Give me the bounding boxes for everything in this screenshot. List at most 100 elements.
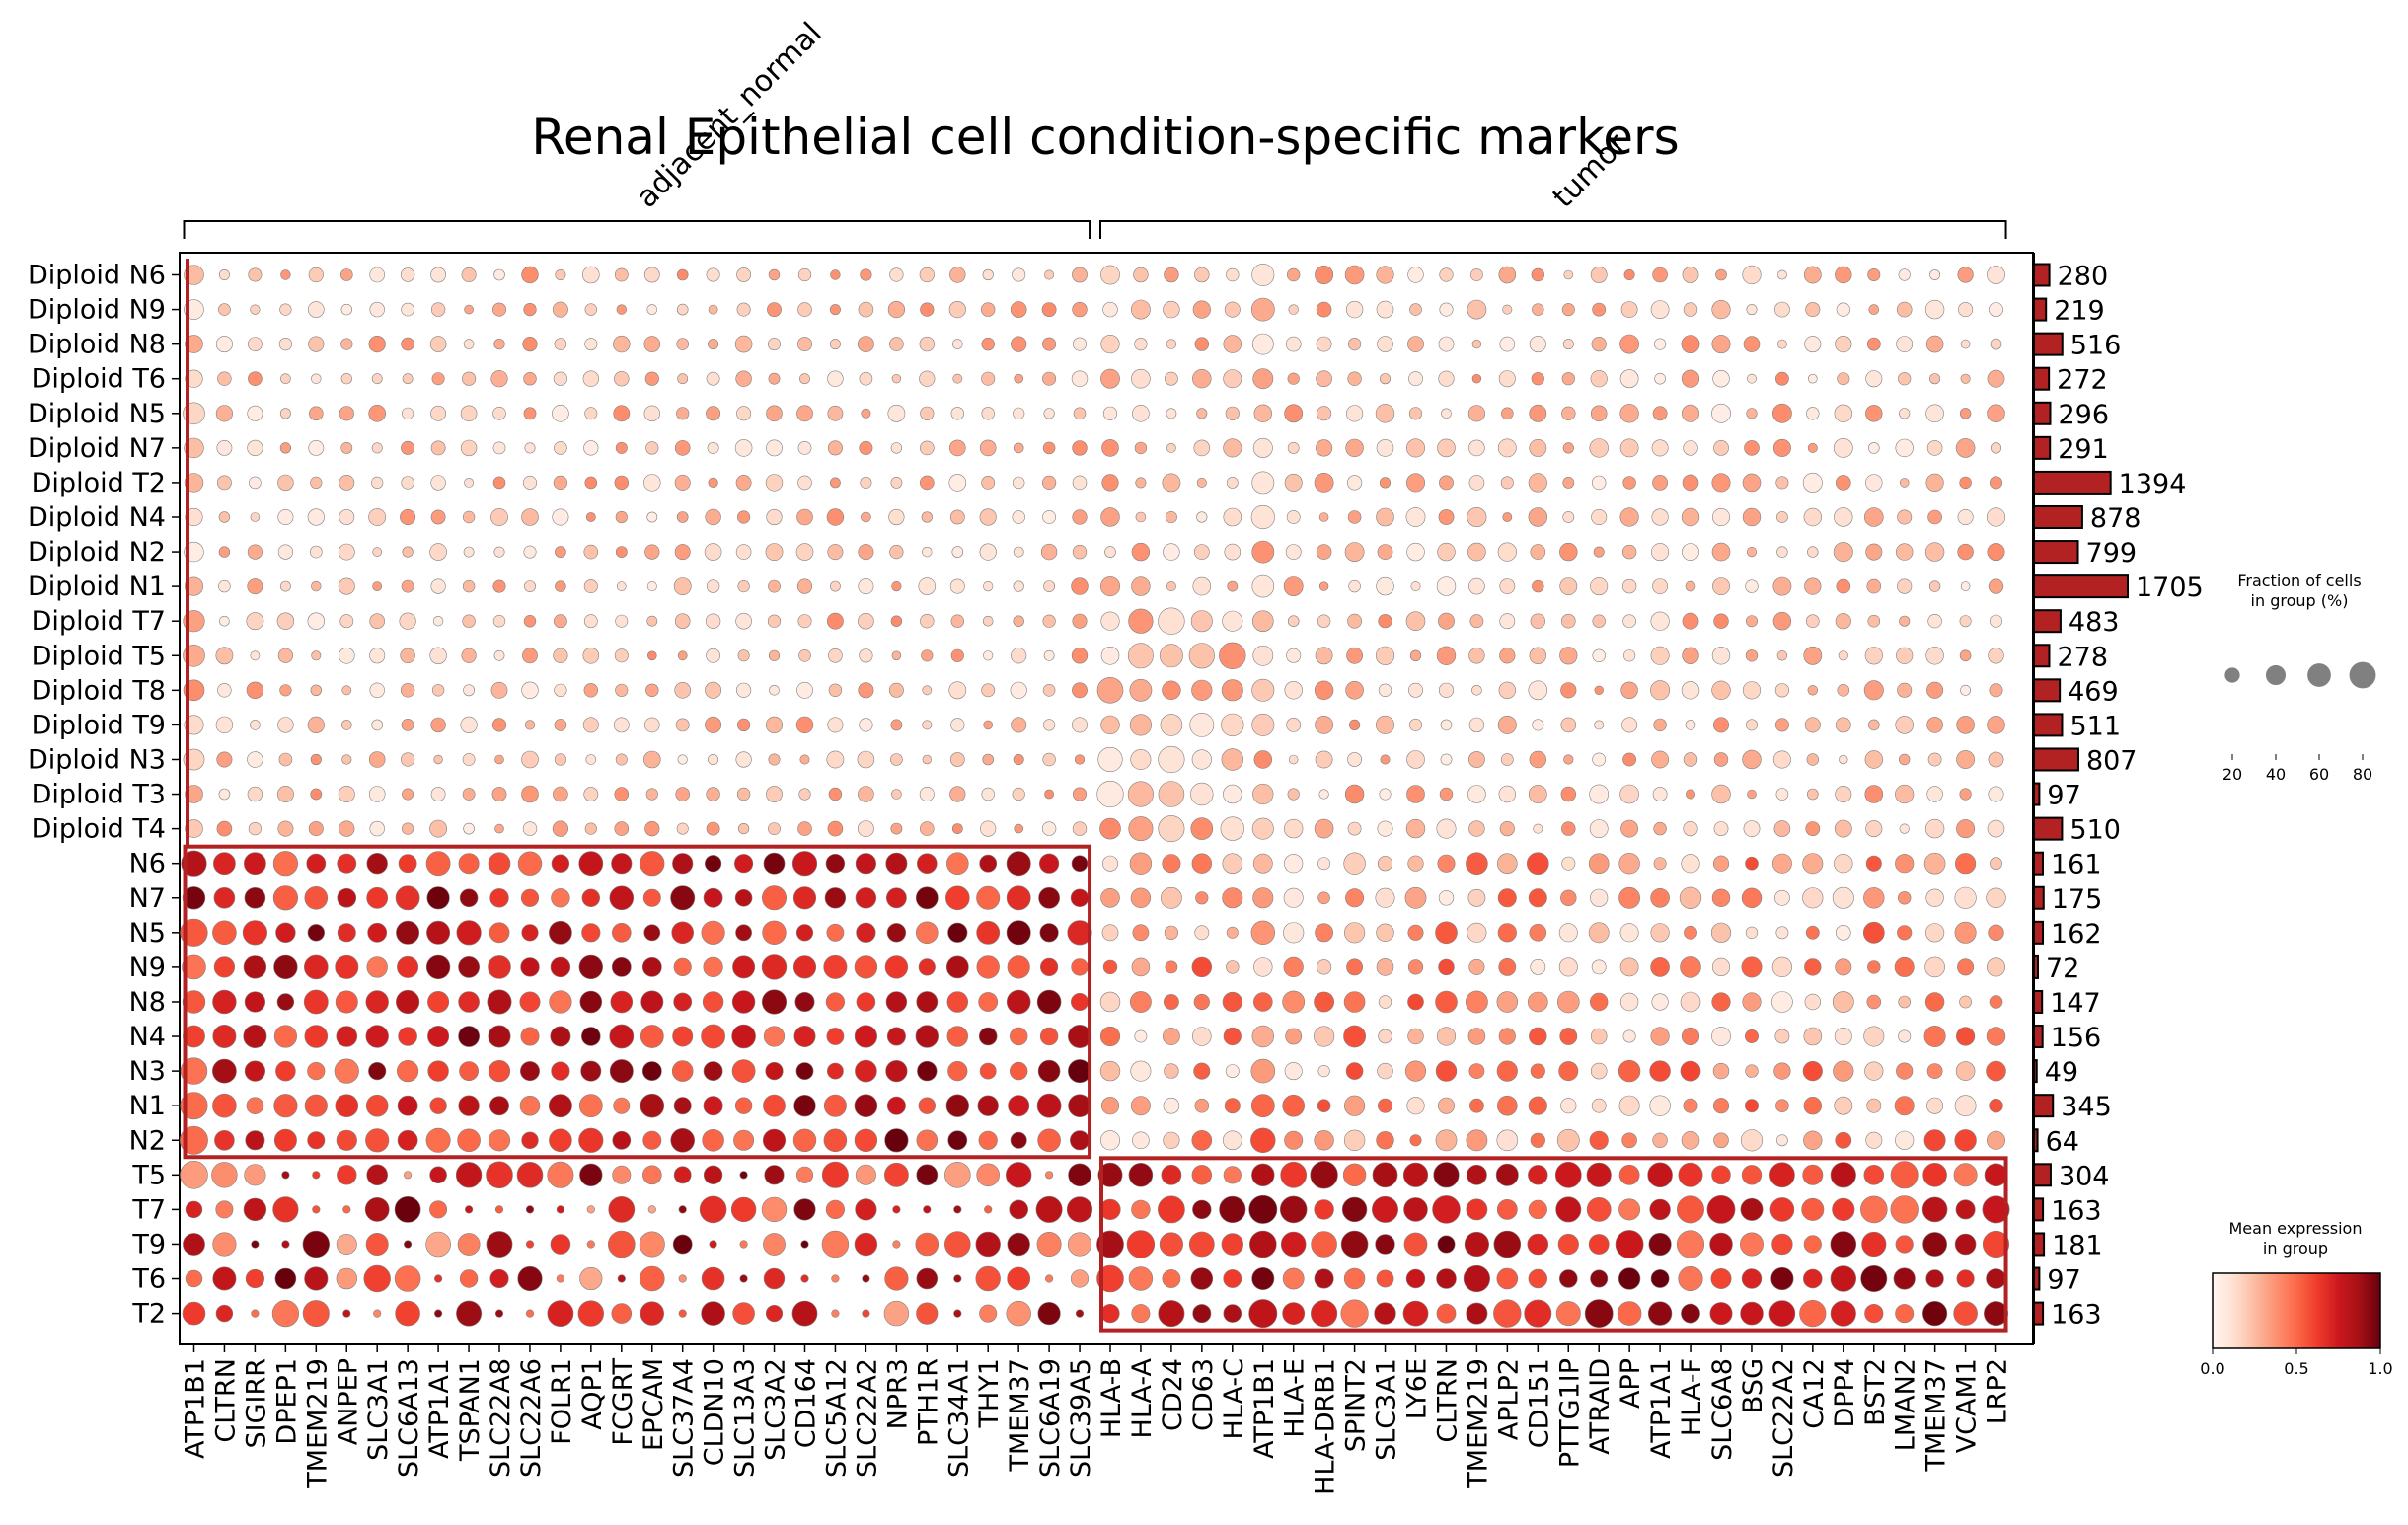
dot	[647, 1205, 656, 1214]
dot	[1988, 786, 2004, 802]
dot	[182, 990, 206, 1014]
dot	[1317, 1099, 1331, 1112]
dot	[521, 681, 539, 699]
dot	[368, 786, 386, 802]
dot	[519, 1061, 540, 1082]
dot	[609, 1059, 634, 1084]
color-legend-label: 1.0	[2368, 1359, 2392, 1378]
dot	[919, 267, 935, 283]
dot	[983, 720, 994, 730]
dot	[1406, 1097, 1425, 1115]
dot	[486, 1231, 513, 1258]
gene-label: SLC22A8	[486, 1358, 516, 1478]
dot	[213, 956, 235, 978]
dot	[1195, 891, 1209, 905]
dot	[521, 508, 539, 526]
gene-label: SLC3A2	[761, 1358, 791, 1461]
dot	[1864, 507, 1884, 527]
gene-label: SLC34A1	[943, 1358, 974, 1478]
dot	[277, 648, 294, 663]
dot	[1408, 407, 1423, 420]
dot	[1403, 1232, 1428, 1257]
dot	[861, 511, 871, 523]
dot	[1620, 681, 1638, 699]
dot	[336, 1234, 357, 1256]
dot	[1591, 337, 1607, 352]
dot	[1528, 473, 1547, 493]
dot	[369, 301, 385, 318]
dot	[950, 614, 964, 628]
dot	[981, 475, 996, 490]
dot	[1404, 886, 1427, 909]
dot	[730, 1196, 757, 1223]
dot	[1592, 302, 1607, 317]
dot	[1923, 852, 1946, 875]
count-bar	[2033, 885, 2045, 910]
dot	[614, 787, 630, 801]
dot	[708, 304, 718, 315]
dot	[303, 989, 329, 1015]
dot	[432, 615, 444, 627]
dot	[1191, 956, 1213, 978]
dot	[887, 301, 906, 319]
dot	[1040, 543, 1058, 561]
dot	[212, 920, 237, 946]
dot	[1193, 993, 1210, 1011]
dot	[614, 475, 629, 491]
dot	[1251, 817, 1274, 840]
dot	[369, 613, 386, 630]
dot	[400, 508, 416, 525]
dot	[1188, 643, 1215, 669]
dot	[792, 955, 817, 979]
dot	[1221, 1233, 1244, 1256]
dot	[1163, 1028, 1180, 1045]
row-label: N3	[129, 1056, 166, 1087]
dot	[827, 440, 843, 456]
dot	[185, 1200, 203, 1219]
dot	[516, 1162, 544, 1188]
dot	[1191, 1130, 1213, 1151]
dot	[1802, 887, 1824, 909]
dot	[1620, 301, 1638, 319]
dot	[1954, 1095, 1977, 1117]
dot	[1285, 336, 1302, 352]
dot	[826, 1028, 845, 1045]
dot	[1897, 578, 1913, 594]
dot	[1529, 404, 1547, 422]
dot	[1435, 1060, 1458, 1082]
dot	[1282, 1267, 1305, 1290]
dot	[250, 512, 261, 522]
dot	[1162, 473, 1181, 493]
dot	[1129, 678, 1153, 702]
dot	[493, 649, 505, 661]
dot	[1562, 339, 1574, 350]
dot	[273, 1025, 298, 1048]
dot	[673, 992, 693, 1012]
dot	[884, 1128, 909, 1153]
dot	[487, 989, 512, 1015]
dot	[1623, 268, 1635, 280]
dot	[182, 954, 206, 980]
dot	[610, 990, 634, 1014]
dot	[678, 1309, 687, 1318]
dot	[734, 888, 753, 907]
dot	[1988, 578, 2004, 594]
dot	[1832, 991, 1854, 1013]
count-label: 799	[2086, 538, 2138, 569]
dot	[1192, 369, 1212, 389]
dot	[522, 337, 538, 352]
dot	[1188, 1231, 1215, 1258]
dot	[975, 1231, 1001, 1258]
dot	[1131, 1304, 1151, 1324]
dot	[247, 751, 263, 768]
dot	[609, 1024, 635, 1049]
dot	[1531, 267, 1545, 282]
dot	[1835, 958, 1852, 976]
dot	[1253, 750, 1273, 769]
dot	[554, 338, 567, 350]
dot	[1166, 581, 1176, 592]
count-label: 511	[2069, 711, 2121, 741]
dot	[1467, 542, 1486, 562]
dot	[489, 1268, 509, 1289]
dot	[1128, 1266, 1154, 1291]
